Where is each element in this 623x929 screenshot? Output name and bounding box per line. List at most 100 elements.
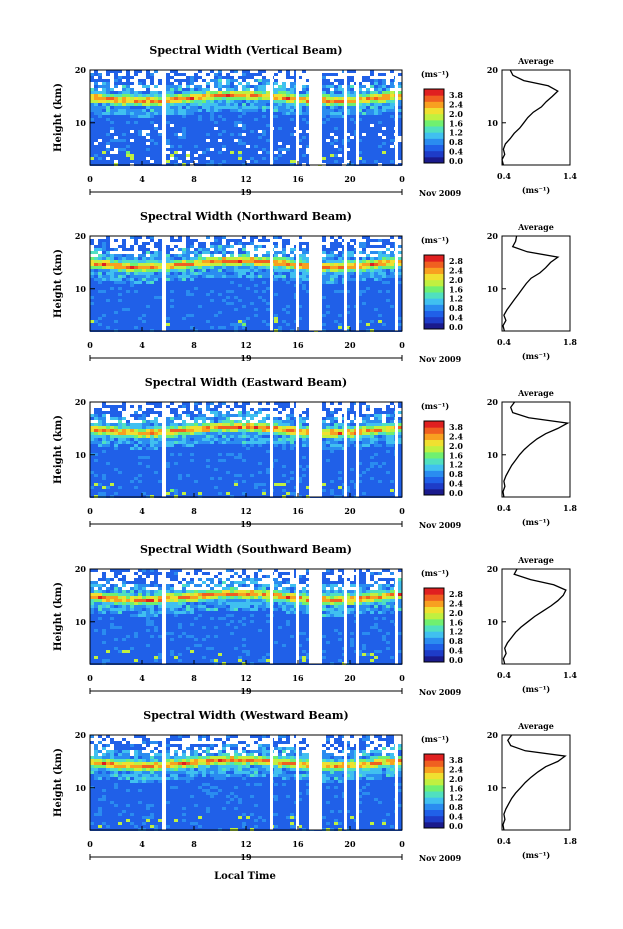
heatmap-cell [334,257,338,260]
heatmap-cell [106,462,110,465]
heatmap-cell [202,278,206,281]
heatmap-cell [182,305,186,308]
heatmap-cell [254,308,258,311]
heatmap-cell [230,151,234,154]
heatmap-cell [358,94,362,97]
heatmap-cell [118,423,122,426]
heatmap-cell [238,323,242,326]
heatmap-cell [362,263,366,266]
heatmap-cell [378,317,382,320]
heatmap-cell [338,148,342,151]
heatmap-cell [90,320,94,323]
heatmap-cell [278,154,282,157]
heatmap-cell [206,236,210,239]
heatmap-cell [146,314,150,317]
heatmap-cell [382,302,386,305]
heatmap-cell [98,492,102,495]
heatmap-cell [122,323,126,326]
heatmap-cell [94,115,98,118]
heatmap-cell [298,311,302,314]
heatmap-cell [290,109,294,112]
heatmap-cell [326,121,330,124]
heatmap-cell [226,266,230,269]
heatmap-cell [346,109,350,112]
heatmap-cell [246,115,250,118]
heatmap-cell [370,73,374,76]
heatmap-cell [138,82,142,85]
heatmap-cell [110,438,114,441]
heatmap-cell [170,248,174,251]
heatmap-cell [142,432,146,435]
heatmap-cell [266,272,270,275]
heatmap-cell [98,441,102,444]
heatmap-cell [206,145,210,148]
heatmap-cell [382,305,386,308]
heatmap-cell [382,85,386,88]
heatmap-cell [106,326,110,329]
heatmap-cell [398,278,402,281]
heatmap-cell [122,465,126,468]
heatmap-cell [238,118,242,121]
heatmap-cell [198,290,202,293]
heatmap-cell [182,311,186,314]
heatmap-cell [390,127,394,130]
heatmap-cell [158,154,162,157]
heatmap-cell [330,326,334,329]
heatmap-cell [206,73,210,76]
heatmap-cell [134,124,138,127]
heatmap-cell [146,281,150,284]
heatmap-cell [298,299,302,302]
heatmap-cell [286,263,290,266]
heatmap-cell [226,106,230,109]
heatmap-cell [258,91,262,94]
heatmap-cell [118,272,122,275]
heatmap-cell [334,245,338,248]
heatmap-cell [374,278,378,281]
x-tick-label: 16 [292,340,304,350]
heatmap-cell [150,94,154,97]
heatmap-cell [266,278,270,281]
heatmap-cell [130,154,134,157]
heatmap-cell [90,432,94,435]
heatmap-cell [178,73,182,76]
heatmap-cell [382,82,386,85]
heatmap-cell [330,290,334,293]
heatmap-cell [166,314,170,317]
heatmap-cell [246,278,250,281]
heatmap-cell [126,148,130,151]
heatmap-cell [242,91,246,94]
heatmap-cell [218,88,222,91]
heatmap-cell [350,154,354,157]
heatmap-cell [106,492,110,495]
heatmap-cell [118,308,122,311]
heatmap-cell [182,106,186,109]
heatmap-cell [246,88,250,91]
heatmap-cell [298,109,302,112]
heatmap-cell [266,100,270,103]
y-tick-label: 10 [75,284,87,294]
heatmap-cell [210,118,214,121]
heatmap-cell [142,317,146,320]
heatmap-cell [178,88,182,91]
heatmap-cell [190,281,194,284]
heatmap-cell [90,239,94,242]
heatmap-cell [322,91,326,94]
heatmap-cell [334,94,338,97]
heatmap-cell [154,305,158,308]
heatmap-cell [142,444,146,447]
heatmap-cell [174,118,178,121]
heatmap-cell [358,88,362,91]
heatmap-cell [258,239,262,242]
heatmap-cell [122,118,126,121]
heatmap-cell [390,311,394,314]
heatmap-cell [186,142,190,145]
heatmap-cell [246,305,250,308]
heatmap-cell [138,435,142,438]
heatmap-cell [226,293,230,296]
heatmap-cell [370,266,374,269]
heatmap-cell [362,308,366,311]
heatmap-cell [110,489,114,492]
heatmap-cell [158,97,162,100]
heatmap-cell [130,94,134,97]
colorbar-segment [424,310,444,318]
